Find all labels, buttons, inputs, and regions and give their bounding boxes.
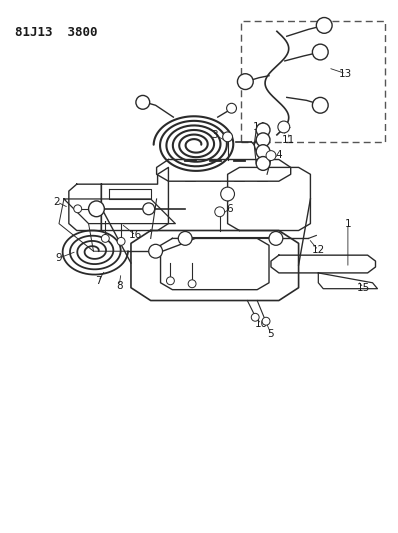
Circle shape [226, 103, 236, 113]
Circle shape [251, 313, 259, 321]
Text: 7: 7 [95, 276, 102, 286]
Circle shape [117, 237, 125, 245]
Circle shape [178, 231, 192, 245]
Text: 9: 9 [56, 253, 62, 263]
Text: 12: 12 [312, 245, 325, 255]
Text: 16: 16 [129, 230, 142, 240]
Text: 14: 14 [252, 122, 266, 132]
Circle shape [149, 244, 162, 258]
Text: 10: 10 [255, 319, 268, 329]
Text: 1: 1 [345, 219, 351, 229]
Circle shape [221, 187, 234, 201]
Circle shape [238, 74, 253, 90]
Circle shape [256, 133, 270, 147]
Bar [242, 21, 385, 142]
Circle shape [312, 44, 328, 60]
Circle shape [143, 203, 155, 215]
Text: 11: 11 [282, 135, 295, 145]
Text: 3: 3 [211, 130, 218, 140]
Circle shape [256, 145, 270, 158]
Text: 8: 8 [116, 281, 123, 290]
Circle shape [188, 280, 196, 288]
Circle shape [278, 121, 290, 133]
Circle shape [215, 207, 224, 217]
Text: 5: 5 [268, 329, 274, 339]
Circle shape [166, 277, 174, 285]
Text: 6: 6 [226, 204, 233, 214]
Circle shape [256, 157, 270, 171]
Text: 4: 4 [275, 150, 282, 159]
Circle shape [222, 132, 232, 142]
Circle shape [136, 95, 150, 109]
Circle shape [101, 235, 109, 243]
Circle shape [74, 205, 82, 213]
Circle shape [312, 98, 328, 113]
Text: 2: 2 [54, 197, 60, 207]
Circle shape [316, 18, 332, 33]
Circle shape [89, 201, 104, 217]
Text: 13: 13 [339, 69, 353, 79]
Circle shape [266, 151, 276, 160]
Text: 81J13  3800: 81J13 3800 [15, 27, 97, 39]
Circle shape [269, 231, 283, 245]
Text: 15: 15 [357, 282, 370, 293]
Circle shape [262, 317, 270, 325]
Circle shape [256, 123, 270, 137]
